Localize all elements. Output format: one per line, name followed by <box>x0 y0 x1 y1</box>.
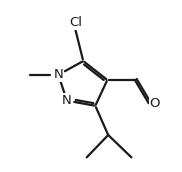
Text: N: N <box>62 94 72 107</box>
Text: N: N <box>54 68 63 81</box>
Text: Cl: Cl <box>69 16 82 29</box>
Text: O: O <box>149 97 160 110</box>
